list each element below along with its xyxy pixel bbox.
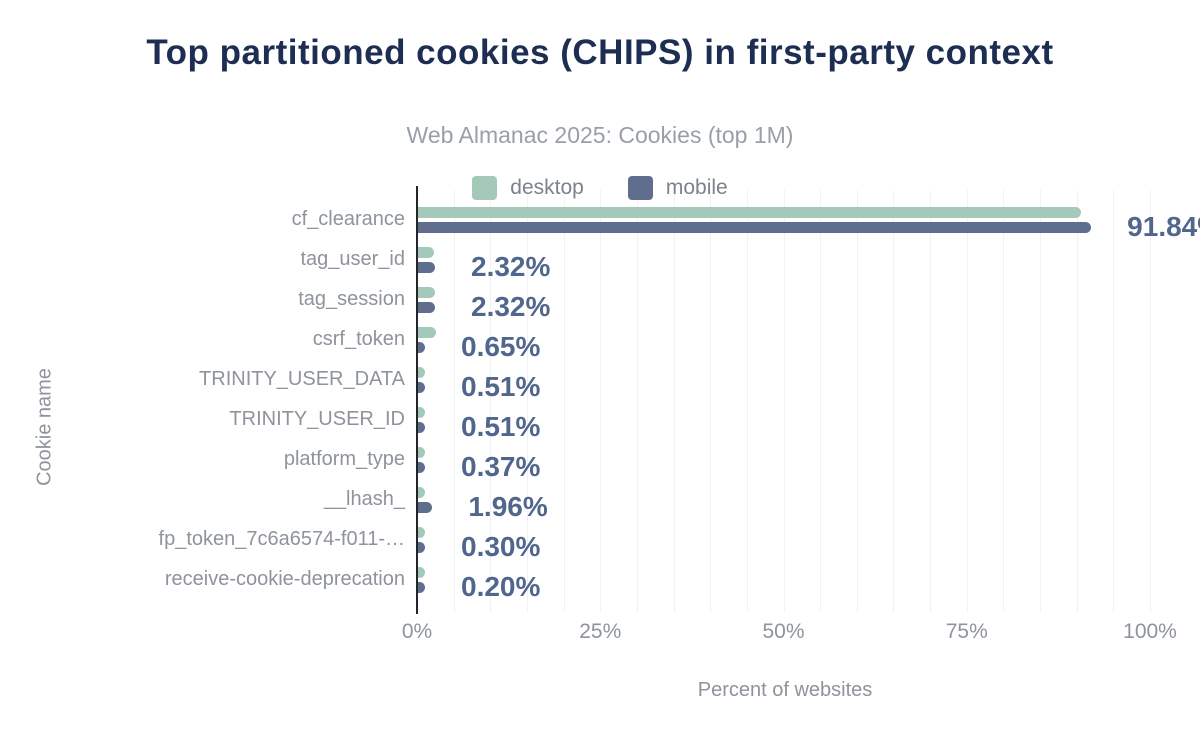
- legend-label-mobile: mobile: [665, 176, 728, 199]
- value-label: 91.84%: [1127, 211, 1200, 242]
- category-label: TRINITY_USER_ID: [229, 408, 405, 430]
- gridline-90pct: [1076, 190, 1078, 612]
- value-label: 0.51%: [461, 371, 541, 402]
- bar-desktop-cf_clearance[interactable]: [418, 207, 1081, 218]
- gridline-80pct: [1003, 190, 1005, 612]
- value-label: 0.30%: [461, 531, 541, 562]
- y-axis-line: [416, 186, 418, 614]
- x-tick-label-100: 100%: [1123, 620, 1177, 643]
- y-axis-title: Cookie name: [33, 368, 56, 486]
- gridline-45pct: [746, 190, 748, 612]
- bar-desktop-TRINITY_USER_ID[interactable]: [418, 407, 425, 418]
- value-label: 0.51%: [461, 411, 541, 442]
- legend-item-mobile[interactable]: mobile: [627, 176, 728, 200]
- bar-mobile-fp_token_7c6a6574-f011-…[interactable]: [418, 542, 425, 553]
- legend-item-desktop[interactable]: desktop: [472, 176, 584, 200]
- category-label: fp_token_7c6a6574-f011-…: [158, 528, 405, 550]
- category-label: __lhash_: [323, 488, 405, 510]
- chart-title: Top partitioned cookies (CHIPS) in first…: [146, 33, 1054, 72]
- bar-mobile-__lhash_[interactable]: [418, 502, 433, 513]
- gridline-85pct: [1040, 190, 1042, 612]
- gridline-30pct: [636, 190, 638, 612]
- category-label: csrf_token: [312, 328, 405, 350]
- value-label: 0.20%: [461, 571, 541, 602]
- bar-desktop-__lhash_[interactable]: [418, 487, 425, 498]
- bar-desktop-tag_session[interactable]: [418, 287, 435, 298]
- legend-swatch-mobile: [627, 176, 653, 200]
- gridline-65pct: [893, 190, 895, 612]
- category-label: platform_type: [283, 448, 405, 470]
- bar-mobile-TRINITY_USER_DATA[interactable]: [418, 382, 425, 393]
- category-label: cf_clearance: [291, 208, 405, 230]
- gridline-25pct: [600, 190, 602, 612]
- bar-mobile-csrf_token[interactable]: [418, 342, 425, 353]
- bar-mobile-tag_session[interactable]: [418, 302, 435, 313]
- gridline-10pct: [490, 190, 492, 612]
- gridline-95pct: [1113, 190, 1115, 612]
- chart-legend: desktop mobile: [0, 176, 1200, 200]
- gridline-100pct: [1150, 190, 1151, 612]
- x-tick-label-0: 0%: [401, 620, 433, 643]
- bar-mobile-receive-cookie-deprecation[interactable]: [418, 582, 425, 593]
- gridline-55pct: [820, 190, 822, 612]
- value-label: 0.65%: [461, 331, 541, 362]
- bar-mobile-platform_type[interactable]: [418, 462, 425, 473]
- bar-desktop-platform_type[interactable]: [418, 447, 425, 458]
- legend-label-desktop: desktop: [510, 176, 584, 199]
- category-label: TRINITY_USER_DATA: [199, 368, 405, 390]
- chart-subtitle: Web Almanac 2025: Cookies (top 1M): [406, 122, 794, 148]
- value-label: 1.96%: [468, 491, 548, 522]
- value-label: 0.37%: [461, 451, 541, 482]
- bar-desktop-receive-cookie-deprecation[interactable]: [418, 567, 425, 578]
- gridline-20pct: [563, 190, 565, 612]
- gridline-5pct: [453, 190, 455, 612]
- gridline-40pct: [710, 190, 712, 612]
- bar-desktop-tag_user_id[interactable]: [418, 247, 435, 258]
- bar-desktop-fp_token_7c6a6574-f011-…[interactable]: [418, 527, 425, 538]
- bar-mobile-tag_user_id[interactable]: [418, 262, 435, 273]
- legend-swatch-desktop: [472, 176, 498, 200]
- gridline-70pct: [930, 190, 932, 612]
- bar-desktop-TRINITY_USER_DATA[interactable]: [418, 367, 425, 378]
- category-label: receive-cookie-deprecation: [164, 568, 405, 590]
- x-axis-title: Percent of websites: [697, 679, 873, 701]
- bar-mobile-TRINITY_USER_ID[interactable]: [418, 422, 425, 433]
- x-tick-label-75: 75%: [945, 620, 988, 643]
- value-label: 2.32%: [471, 291, 551, 322]
- gridline-35pct: [673, 190, 675, 612]
- gridline-60pct: [856, 190, 858, 612]
- gridline-15pct: [526, 190, 528, 612]
- gridline-50pct: [783, 190, 785, 612]
- bar-mobile-cf_clearance[interactable]: [418, 222, 1092, 233]
- bar-desktop-csrf_token[interactable]: [418, 327, 436, 338]
- gridline-75pct: [966, 190, 968, 612]
- value-label: 2.32%: [471, 251, 551, 282]
- category-label: tag_user_id: [300, 248, 405, 270]
- x-tick-label-25: 25%: [579, 620, 622, 643]
- x-tick-label-50: 50%: [762, 620, 805, 643]
- category-label: tag_session: [298, 288, 405, 310]
